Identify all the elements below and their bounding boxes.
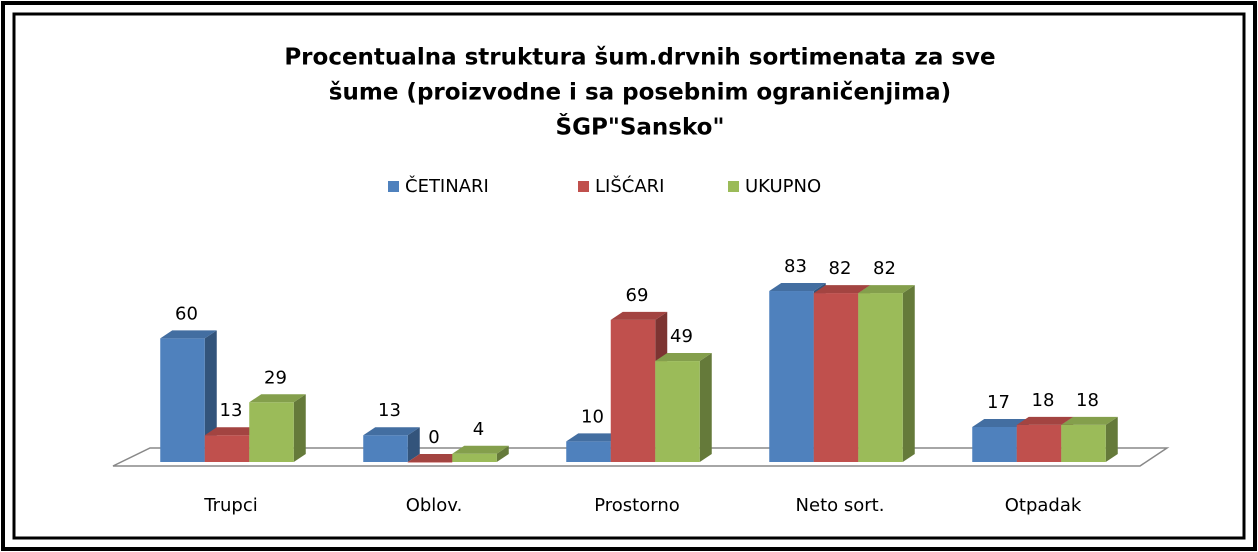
bar-side bbox=[1105, 416, 1118, 462]
bar bbox=[655, 361, 700, 462]
chart-title: ŠGP"Sansko" bbox=[556, 113, 725, 141]
bar bbox=[610, 319, 656, 462]
bar-top bbox=[1061, 416, 1118, 425]
legend-swatch bbox=[578, 181, 589, 192]
legend-swatch bbox=[388, 181, 399, 192]
legend-label: UKUPNO bbox=[745, 176, 821, 197]
data-label: 49 bbox=[670, 326, 693, 347]
x-tick-label: Oblov. bbox=[406, 495, 463, 516]
legend-swatch bbox=[728, 181, 739, 192]
data-label: 83 bbox=[784, 256, 807, 277]
data-label: 60 bbox=[175, 303, 198, 324]
data-label: 69 bbox=[626, 285, 649, 306]
bar bbox=[249, 402, 294, 462]
bar-side bbox=[902, 285, 915, 462]
chart-title: šume (proizvodne i sa posebnim ograničen… bbox=[329, 80, 951, 106]
legend-label: ČETINARI bbox=[405, 175, 489, 197]
bar bbox=[858, 293, 903, 462]
bar-top bbox=[160, 330, 217, 339]
chart-title: Procentualna struktura šum.drvnih sortim… bbox=[284, 45, 995, 71]
bar bbox=[769, 291, 814, 462]
data-label: 13 bbox=[220, 400, 243, 421]
x-tick-label: Otpadak bbox=[1005, 495, 1082, 516]
bar-top bbox=[858, 285, 915, 294]
data-label: 18 bbox=[1032, 390, 1055, 411]
bar-top bbox=[972, 418, 1029, 427]
x-tick-label: Trupci bbox=[203, 495, 257, 516]
data-label: 82 bbox=[873, 258, 896, 279]
bar-top bbox=[363, 427, 420, 436]
bar bbox=[452, 453, 497, 462]
bar bbox=[363, 435, 408, 462]
data-label: 4 bbox=[473, 419, 484, 440]
x-tick-label: Prostorno bbox=[594, 495, 680, 516]
bar-top bbox=[769, 283, 826, 292]
bar-top bbox=[610, 311, 668, 320]
bar-side bbox=[293, 394, 306, 462]
bar bbox=[566, 441, 611, 462]
data-label: 0 bbox=[428, 427, 439, 448]
data-label: 10 bbox=[581, 406, 604, 427]
bar bbox=[407, 462, 453, 463]
bar bbox=[972, 426, 1017, 462]
bar-top bbox=[204, 427, 262, 436]
inner-frame bbox=[12, 12, 1246, 540]
bar-side bbox=[407, 427, 420, 462]
bar bbox=[204, 435, 250, 462]
bar-top bbox=[1016, 416, 1074, 425]
data-label: 82 bbox=[829, 258, 852, 279]
bar-side bbox=[699, 353, 712, 462]
bar bbox=[1061, 424, 1106, 462]
bar-top bbox=[655, 353, 712, 362]
x-tick-label: Neto sort. bbox=[796, 495, 885, 516]
data-label: 17 bbox=[987, 392, 1010, 413]
bar bbox=[813, 293, 859, 462]
bar bbox=[160, 338, 205, 462]
bar-top bbox=[452, 445, 509, 454]
bar-top bbox=[407, 454, 465, 462]
data-label: 29 bbox=[264, 367, 287, 388]
data-label: 13 bbox=[378, 400, 401, 421]
legend-label: LIŠĆARI bbox=[595, 175, 664, 197]
bar-side bbox=[496, 445, 509, 462]
bar-top bbox=[813, 285, 871, 294]
bar-top bbox=[249, 394, 306, 403]
bar-top bbox=[566, 433, 623, 442]
data-label: 18 bbox=[1076, 390, 1099, 411]
bar bbox=[1016, 424, 1062, 462]
bar-side bbox=[204, 330, 217, 462]
